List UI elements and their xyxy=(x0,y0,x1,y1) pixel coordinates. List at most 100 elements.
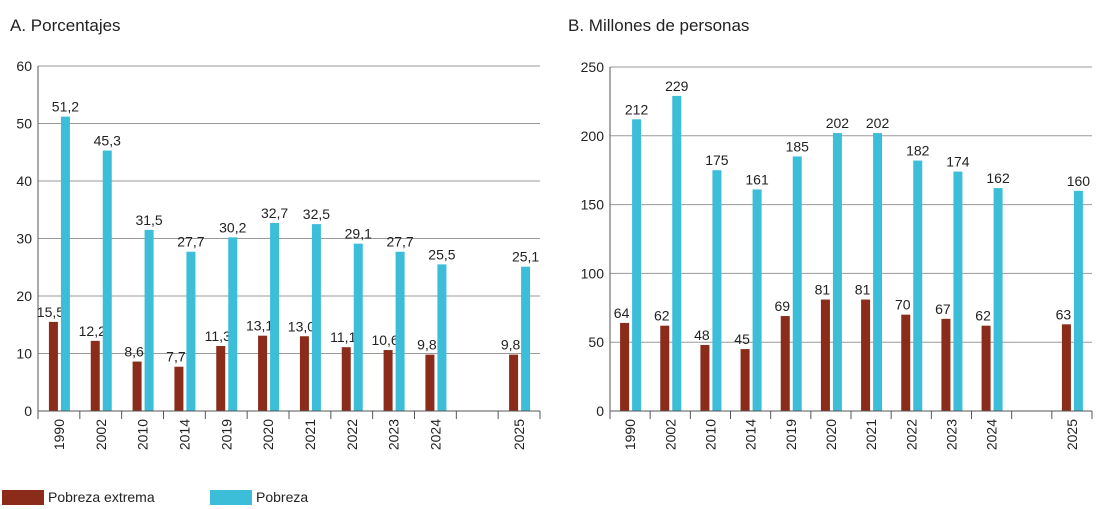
value-label: 25,1 xyxy=(512,249,539,265)
bar xyxy=(144,229,154,411)
bar xyxy=(712,170,722,411)
bar xyxy=(632,119,642,412)
x-tick-label: 2020 xyxy=(823,419,839,450)
bar xyxy=(660,325,670,411)
value-label: 229 xyxy=(665,78,689,94)
y-tick-label: 100 xyxy=(581,265,605,281)
x-tick-label: 2010 xyxy=(135,419,151,450)
value-label: 81 xyxy=(815,282,831,298)
bar xyxy=(437,264,447,411)
y-tick-label: 150 xyxy=(581,197,605,213)
x-tick-label: 2025 xyxy=(511,419,527,450)
bar xyxy=(228,237,238,411)
bar xyxy=(90,340,100,411)
value-label: 11,3 xyxy=(205,328,231,344)
bar xyxy=(901,314,911,411)
bar xyxy=(861,299,871,411)
bar xyxy=(299,336,309,411)
y-tick-label: 250 xyxy=(581,59,605,75)
value-label: 69 xyxy=(774,298,790,314)
y-tick-label: 50 xyxy=(588,334,604,350)
x-tick-label: 2019 xyxy=(783,419,799,450)
bar xyxy=(270,222,280,411)
x-tick-label: 2025 xyxy=(1064,419,1080,450)
bar xyxy=(509,354,519,411)
bar xyxy=(832,133,842,411)
x-tick-label: 2024 xyxy=(427,419,443,450)
value-label: 30,2 xyxy=(219,219,246,235)
value-label: 27,7 xyxy=(386,234,413,250)
chart-title: A. Porcentajes xyxy=(10,16,121,35)
value-label: 202 xyxy=(866,115,890,131)
value-label: 15,5 xyxy=(37,304,64,320)
value-label: 32,7 xyxy=(261,205,288,221)
x-tick-label: 1990 xyxy=(622,419,638,450)
value-label: 10,6 xyxy=(371,332,398,348)
value-label: 212 xyxy=(625,101,649,117)
value-label: 70 xyxy=(895,297,911,313)
x-tick-label: 2024 xyxy=(984,419,1000,450)
value-label: 25,5 xyxy=(428,246,455,262)
value-label: 162 xyxy=(986,170,1010,186)
legend-swatch xyxy=(210,490,252,505)
x-tick-label: 2021 xyxy=(863,419,879,450)
bar xyxy=(981,325,991,411)
x-tick-label: 2014 xyxy=(176,419,192,450)
bar xyxy=(132,361,142,411)
value-label: 8,6 xyxy=(124,344,144,360)
bar xyxy=(941,318,951,411)
y-tick-label: 0 xyxy=(24,403,32,419)
bar xyxy=(186,251,196,411)
y-tick-label: 30 xyxy=(16,231,32,247)
legend-label: Pobreza extrema xyxy=(48,489,155,505)
value-label: 7,7 xyxy=(166,349,186,365)
bar xyxy=(620,322,630,411)
bar xyxy=(752,189,762,411)
x-tick-label: 2010 xyxy=(702,419,718,450)
y-tick-label: 0 xyxy=(596,403,604,419)
value-label: 62 xyxy=(654,308,670,324)
x-tick-label: 2023 xyxy=(386,419,402,450)
y-tick-label: 10 xyxy=(16,346,32,362)
y-tick-label: 40 xyxy=(16,173,32,189)
value-label: 182 xyxy=(906,143,930,159)
legend-swatch xyxy=(2,490,44,505)
value-label: 13,1 xyxy=(246,318,273,334)
x-tick-label: 2002 xyxy=(93,419,109,450)
bar xyxy=(780,316,790,411)
value-label: 81 xyxy=(855,282,871,298)
bar xyxy=(395,251,405,411)
y-tick-label: 20 xyxy=(16,288,32,304)
y-tick-label: 50 xyxy=(16,116,32,132)
bar xyxy=(873,133,883,411)
value-label: 63 xyxy=(1056,306,1072,322)
bar xyxy=(60,116,70,411)
bar xyxy=(311,224,321,411)
value-label: 51,2 xyxy=(52,99,79,115)
bar xyxy=(353,243,363,411)
value-label: 32,5 xyxy=(303,206,330,222)
value-label: 45 xyxy=(734,331,750,347)
value-label: 11,1 xyxy=(330,329,356,345)
value-label: 202 xyxy=(826,115,850,131)
bar xyxy=(425,354,435,411)
bar xyxy=(216,346,226,411)
legend-label: Pobreza xyxy=(256,489,308,505)
bar xyxy=(1061,324,1071,411)
bar xyxy=(258,335,268,411)
y-tick-label: 200 xyxy=(581,128,605,144)
value-label: 13,0 xyxy=(288,318,315,334)
value-label: 48 xyxy=(694,327,710,343)
value-label: 62 xyxy=(975,308,991,324)
x-tick-label: 2023 xyxy=(943,419,959,450)
value-label: 175 xyxy=(705,152,729,168)
bar xyxy=(820,299,830,411)
x-tick-label: 2002 xyxy=(662,419,678,450)
bar xyxy=(913,160,923,411)
value-label: 174 xyxy=(946,154,970,170)
bar xyxy=(792,156,802,411)
bar xyxy=(953,171,963,411)
value-label: 67 xyxy=(935,301,951,317)
bar xyxy=(48,321,58,411)
